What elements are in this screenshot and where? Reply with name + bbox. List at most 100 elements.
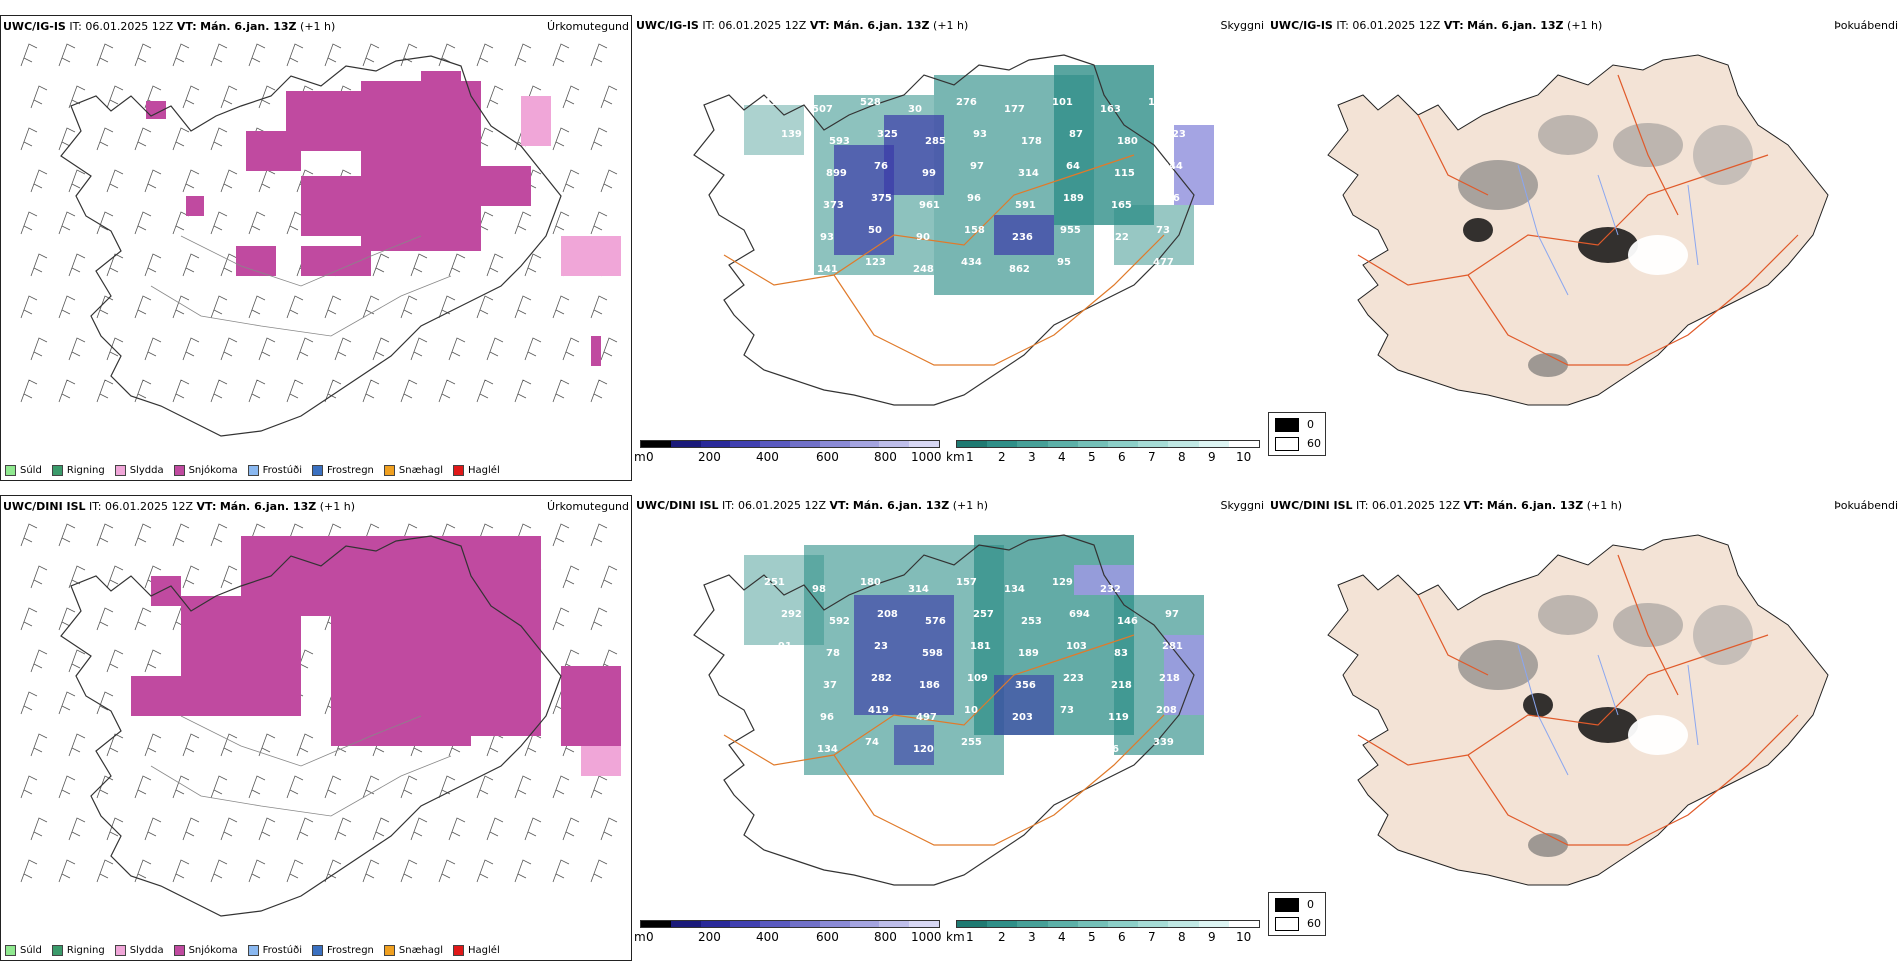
it-label: IT: [69,20,82,33]
wind-barb-icon [600,169,618,193]
wind-barb-icon [476,295,494,319]
wind-barb-icon [372,817,390,841]
legend-item: Snæhagl [383,945,443,956]
cbar-km-tick: 8 [1178,930,1186,944]
wind-barb-icon [410,337,428,361]
wind-barb-icon [106,649,124,673]
wind-barb-icon [30,649,48,673]
cloud-base-label: 98 [812,584,826,595]
model-name: UWC/DINI ISL [3,500,86,513]
cloud-base-label: 139 [781,129,802,140]
cloud-base-label: 120 [913,744,934,755]
cloud-base-label: 87 [1069,129,1083,140]
wind-barb-icon [590,211,608,235]
legend-swatch [114,465,126,476]
cloud-base-label: 251 [764,577,785,588]
panel-title: Þokuábendi [1834,499,1898,512]
wind-barb-icon [410,817,428,841]
rivers [1517,164,1699,296]
wind-barb-icon [220,565,238,589]
wind-barb-icon [58,295,76,319]
it-value: 06.01.2025 12Z [1352,19,1441,32]
wind-barb-icon [20,607,38,631]
legend-label: Snæhagl [398,465,444,476]
wind-barb-icon [476,43,494,67]
cloud-base-label: 50 [868,225,882,236]
wind-barb-icon [372,337,390,361]
cloud-base-label: 899 [826,168,847,179]
vt-value: Mán. 6.jan. 13Z [852,499,950,512]
it-value: 06.01.2025 12Z [105,500,194,513]
cloud-base-label: 18 [1105,264,1119,275]
cloud-base-label: 189 [1063,193,1084,204]
wind-barb-icon [248,859,266,883]
legend-swatch [173,465,185,476]
vt-label: VT: [176,20,197,33]
cloud-base-label: 10 [1148,97,1162,108]
wind-barb-icon [590,127,608,151]
it-value: 06.01.2025 12Z [738,499,827,512]
cloud-base-label: 78 [826,648,840,659]
vt-label: VT: [829,499,850,512]
cbar-m-tick: 800 [874,930,897,944]
wind-barb-icon [144,817,162,841]
cbar-km-tick: 10 [1236,450,1252,464]
wind-barb-icon [362,775,380,799]
precip-legend: Súld Rigning Slydda Snjókoma Frostúði Frostre… [5,465,500,476]
cbar-km-tick: 8 [1178,450,1186,464]
cloud-base-label: 99 [922,168,936,179]
it-label: IT: [702,19,715,32]
cbar-m-tick: 200 [698,930,721,944]
colorbar-km: km 1 2 3 4 5 6 7 8 9 10 [946,440,1266,470]
legend-item: Snjókoma [173,945,238,956]
cloud-base-label: 255 [961,737,982,748]
cloud-base-label: 10 [964,705,978,716]
it-label: IT: [89,500,102,513]
cbar-km-tick: 6 [1118,930,1126,944]
cloud-base-label: 140 [775,673,796,684]
legend-item: Haglél [453,465,500,476]
wind-barb-icon [476,379,494,403]
wind-barb-icon [362,379,380,403]
it-label: IT: [1356,499,1369,512]
wind-barb-icon [562,817,580,841]
legend-label: Rigning [66,945,105,956]
legend-label: Rigning [66,465,105,476]
wind-barb-icon [220,733,238,757]
panel-header: UWC/IG-IS IT: 06.01.2025 12Z VT: Mán. 6.… [636,19,1264,35]
cloud-base-label: 263 [769,737,790,748]
cloud-base-label: 257 [973,609,994,620]
wind-barb-icon [248,211,266,235]
wind-barb-icon [30,565,48,589]
cloud-base-label: 373 [823,200,844,211]
wind-barb-icon [600,817,618,841]
wind-barb-icon [210,379,228,403]
cloud-base-label: 37 [823,680,837,691]
cloud-base-label: 165 [1111,200,1132,211]
wind-barb-icon [334,817,352,841]
it-label: IT: [1336,19,1349,32]
wind-barb-icon [552,607,570,631]
wind-barb-icon [96,691,114,715]
wind-barb-icon [20,691,38,715]
wind-barb-icon [182,817,200,841]
wind-barb-icon [106,337,124,361]
cloud-base-label: 30 [908,104,922,115]
legend-label: Súld [20,465,42,476]
cbar-km-tick: 4 [1058,450,1066,464]
cbar-km-unit: km [946,930,965,944]
wind-barb-icon [552,127,570,151]
wind-barb-icon [362,43,380,67]
wind-barb-icon [20,211,38,235]
cloud-base-label: 97 [1165,609,1179,620]
vt-value: Mán. 6.jan. 13Z [200,20,297,33]
panel-title: Skyggni [1220,19,1264,32]
cloud-base-label: 253 [1021,616,1042,627]
cloud-base-label: 122 [1108,232,1129,243]
fog-legend-light: 60 [1307,917,1321,930]
cbar-m-tick: 800 [874,450,897,464]
wind-barb-icon [514,43,532,67]
cbar-m-tick: 600 [816,930,839,944]
panel-title: Skyggni [1220,499,1264,512]
cloud-base-label: 119 [1108,712,1129,723]
